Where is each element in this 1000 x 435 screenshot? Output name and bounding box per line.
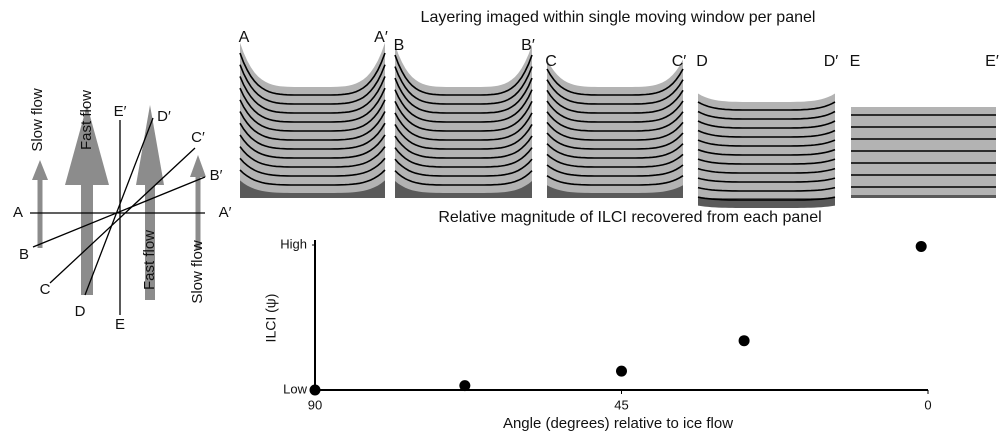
layer-line	[697, 120, 836, 129]
section-end-label: B′	[210, 167, 223, 184]
layer-line	[546, 79, 684, 105]
section-end-label: A′	[219, 204, 232, 221]
layer-line	[546, 121, 684, 141]
panels-title: Layering imaged within single moving win…	[421, 9, 816, 26]
layer-region	[547, 59, 683, 198]
layer-line	[239, 134, 386, 159]
section-start-label: C	[40, 281, 51, 298]
section-end-label: C′	[191, 129, 205, 146]
section-line	[84, 117, 154, 296]
flow-arrow-head	[190, 155, 206, 177]
layer-line	[394, 77, 533, 114]
bed-region	[240, 180, 385, 198]
layer-region	[851, 107, 996, 198]
layer-line	[546, 68, 684, 96]
layer-line	[239, 99, 386, 132]
y-axis-label: ILCI (ψ)	[263, 294, 279, 343]
layer-line	[546, 143, 684, 159]
flow-arrow-head	[136, 105, 164, 185]
data-point	[309, 384, 321, 396]
layer-line	[546, 153, 684, 168]
flow-label: Slow flow	[29, 88, 46, 152]
layer-line	[239, 87, 386, 123]
layer-line	[697, 101, 836, 111]
flow-label: Slow flow	[189, 240, 206, 304]
flow-label: Fast flow	[78, 90, 95, 150]
layer-line	[546, 132, 684, 150]
layer-line	[697, 139, 836, 147]
layer-line	[394, 123, 533, 150]
data-point	[616, 365, 627, 377]
panel-label: A	[239, 29, 250, 46]
layer-line	[239, 64, 386, 105]
layer-line	[697, 110, 836, 120]
layer-line	[394, 170, 533, 186]
flow-arrow-head	[32, 160, 48, 180]
layer-line	[546, 100, 684, 123]
layer-line	[394, 135, 533, 159]
layer-line	[697, 177, 836, 183]
layer-line	[697, 129, 836, 138]
flow-arrow-head	[65, 105, 109, 185]
layer-line	[239, 122, 386, 150]
x-tick-label: 45	[614, 397, 628, 412]
layer-line	[697, 186, 836, 192]
x-tick-label: 0	[924, 397, 931, 412]
bed-region	[395, 181, 532, 198]
section-line	[49, 147, 196, 284]
data-point	[459, 380, 471, 392]
section-start-label: E	[115, 316, 125, 333]
layer-line	[239, 146, 386, 168]
flow-label: Fast flow	[141, 230, 158, 290]
layer-line	[394, 66, 533, 105]
layer-line	[546, 89, 684, 114]
section-start-label: D	[75, 303, 86, 320]
bed-region	[851, 195, 996, 198]
panel-label: B′	[521, 37, 535, 54]
layer-line	[394, 54, 533, 96]
y-tick-label: High	[280, 236, 307, 251]
panel-label: A′	[374, 29, 388, 46]
panel-label: E′	[985, 53, 999, 70]
layer-line	[239, 76, 386, 114]
y-tick-label: Low	[283, 381, 307, 396]
layer-line	[697, 148, 836, 156]
layer-line	[394, 112, 533, 141]
panel-label: C	[545, 53, 557, 70]
section-start-label: B	[19, 246, 29, 263]
x-axis-label: Angle (degrees) relative to ice flow	[503, 415, 733, 432]
section-line	[32, 176, 206, 248]
section-end-label: D′	[157, 108, 171, 125]
bed-region	[547, 185, 683, 198]
layer-line	[697, 196, 836, 201]
layer-line	[239, 111, 386, 141]
panel-label: B	[394, 37, 405, 54]
layer-line	[239, 169, 386, 186]
layer-region	[240, 42, 385, 198]
layer-line	[394, 158, 533, 177]
layer-line	[697, 167, 836, 174]
data-point	[915, 240, 927, 252]
layer-line	[546, 111, 684, 132]
panel-label: E	[850, 53, 861, 70]
data-point	[738, 335, 750, 347]
panel-label: D	[696, 53, 708, 70]
panel-label: D′	[824, 53, 839, 70]
layer-line	[546, 175, 684, 186]
layer-line	[394, 147, 533, 168]
layer-line	[239, 52, 386, 96]
layer-line	[239, 157, 386, 177]
section-end-label: E′	[114, 103, 127, 120]
layer-line	[697, 158, 836, 165]
layer-line	[394, 100, 533, 132]
section-start-label: A	[13, 204, 23, 221]
layer-line	[546, 164, 684, 177]
x-tick-label: 90	[308, 397, 322, 412]
layer-line	[394, 89, 533, 123]
panel-label: C′	[672, 53, 687, 70]
chart-title: Relative magnitude of ILCI recovered fro…	[438, 209, 821, 226]
